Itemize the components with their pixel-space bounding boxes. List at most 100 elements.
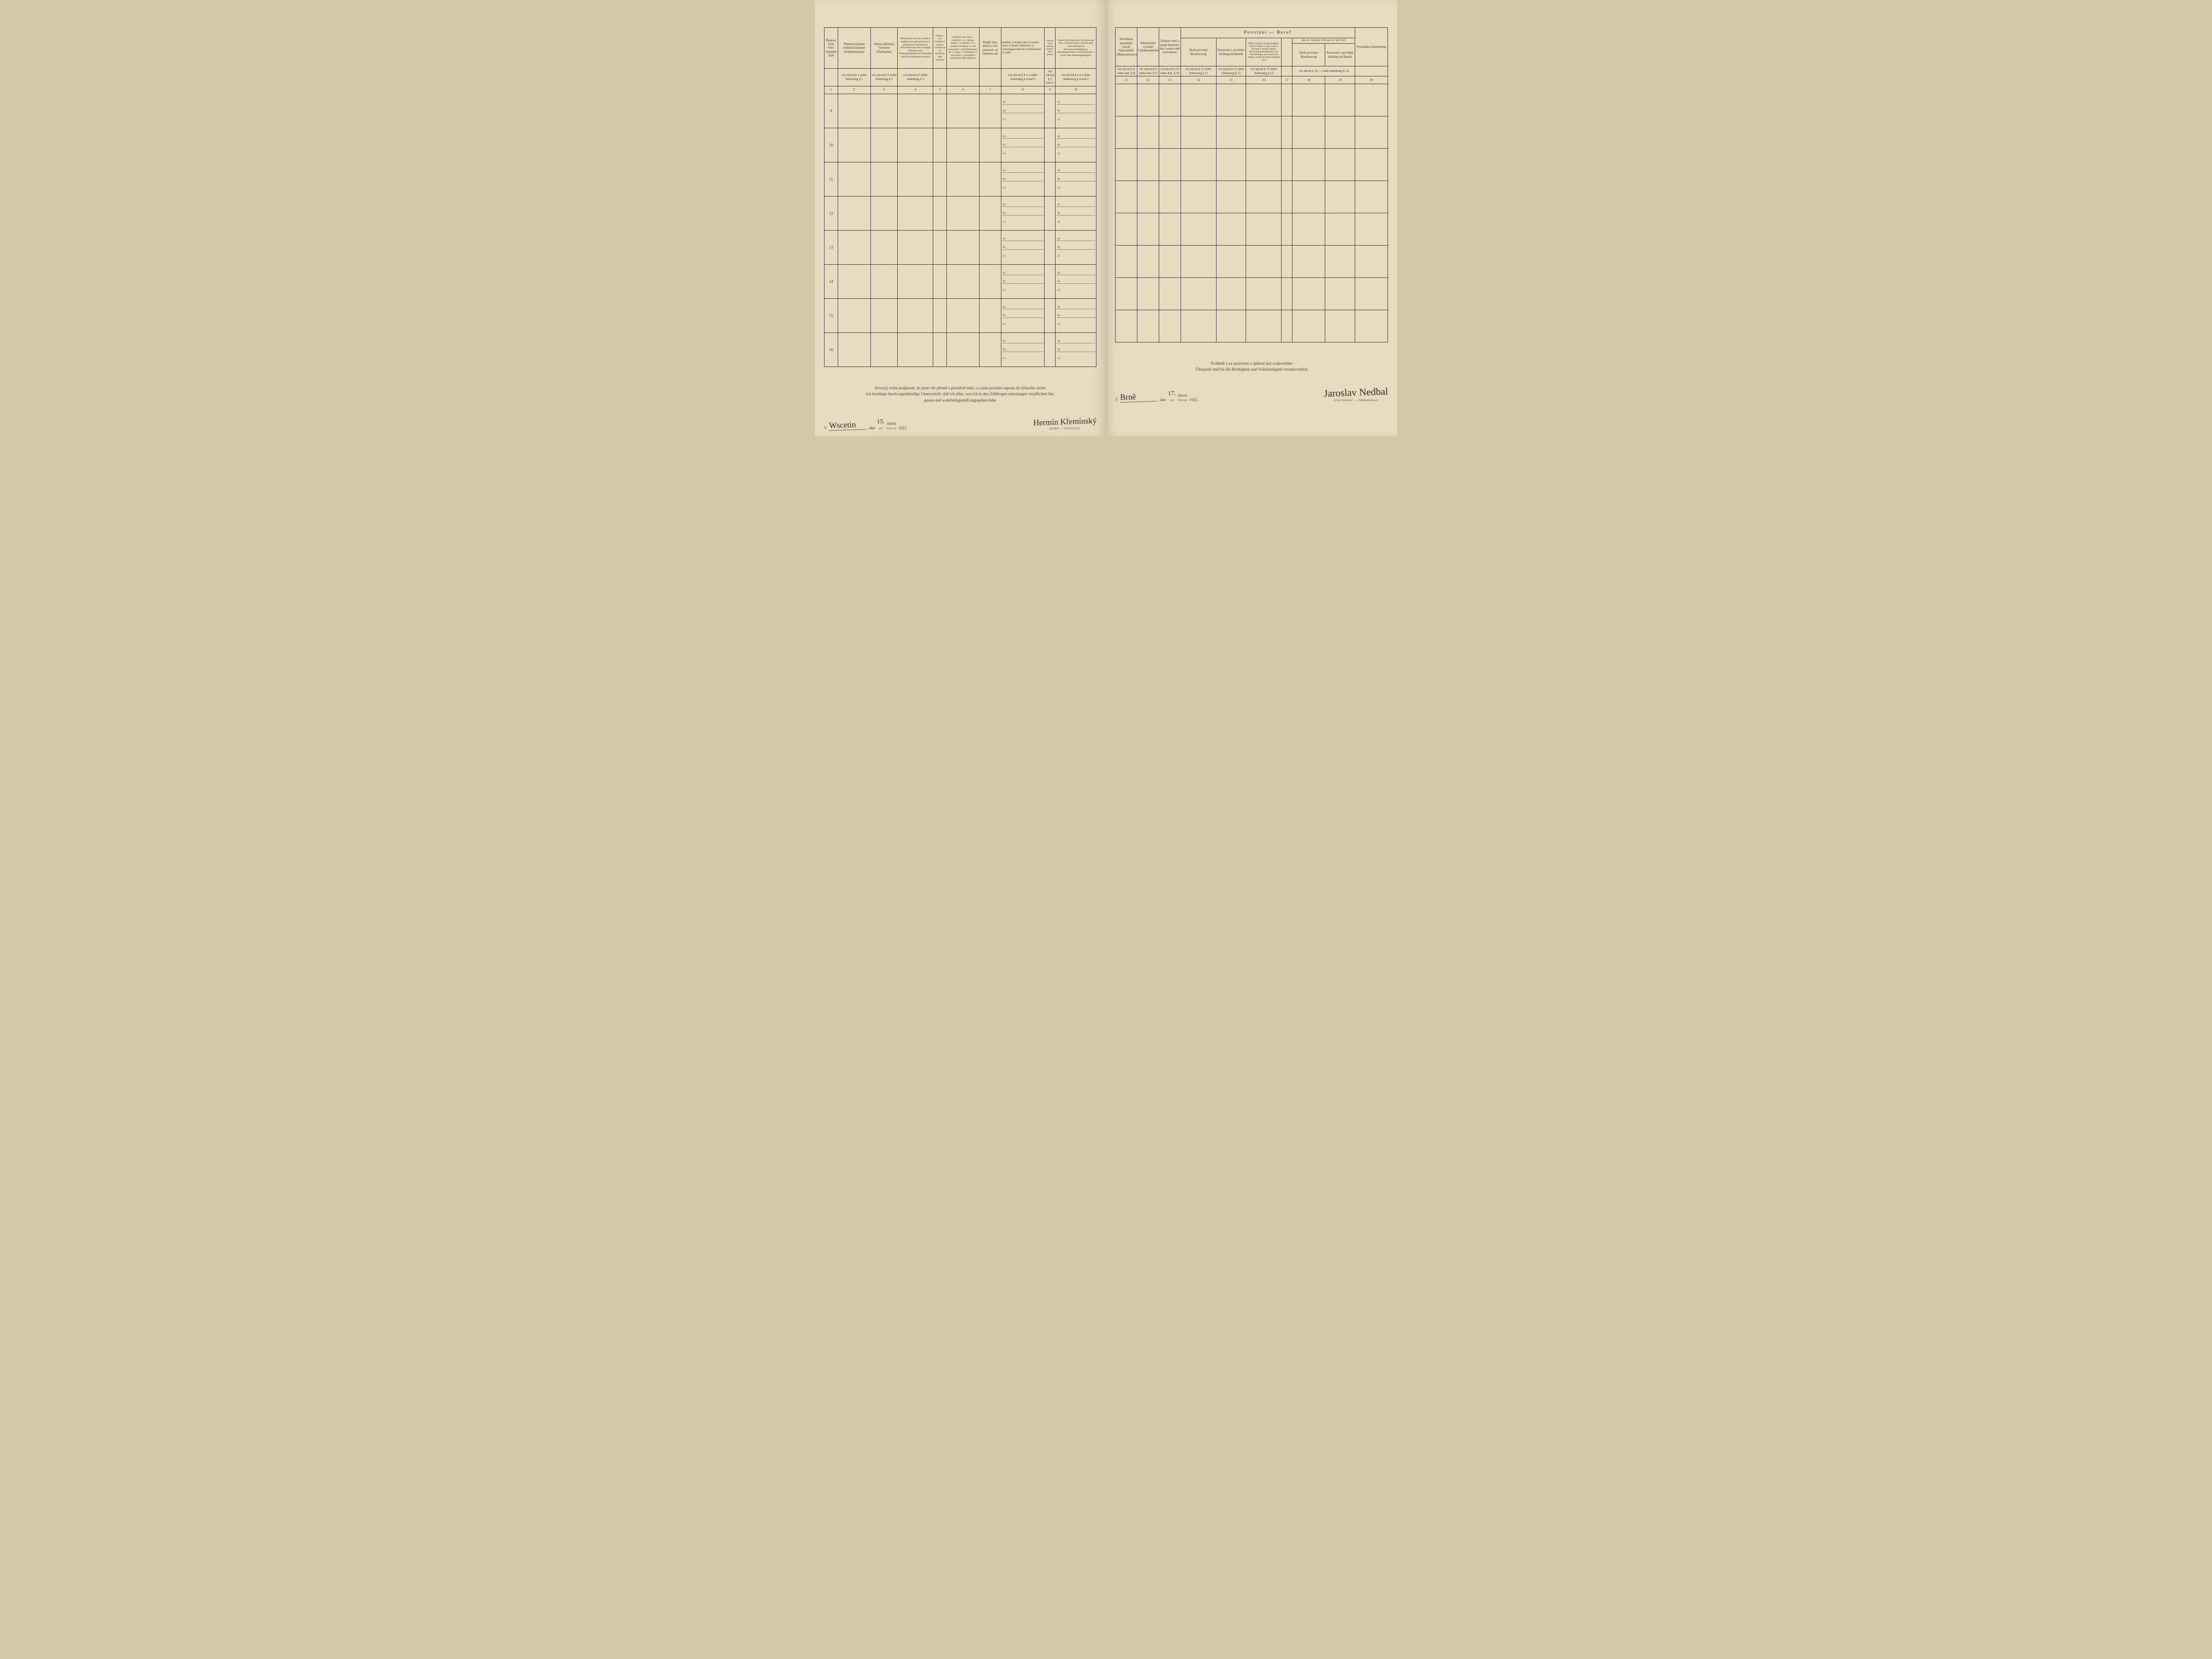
subref-c4: viz návod § 3 siehe Anleitung § 3: [898, 69, 933, 86]
cell: [1355, 84, 1388, 116]
abc-cell: a)b)c): [1056, 298, 1096, 332]
header-c5: Pohlaví, zda mužské či ženské Geschlecht…: [933, 28, 947, 69]
cell: [1292, 181, 1325, 213]
cell: [1045, 162, 1056, 196]
cell: [1159, 116, 1181, 148]
document-spread: Řadové číslo Fort-laufende Zahl Příjmení…: [815, 0, 1397, 437]
cell: [838, 128, 870, 162]
cell: [898, 264, 933, 298]
cell: [1325, 181, 1355, 213]
left-signature-line: V Wscetin , dne 15. am února Februar 192…: [824, 417, 1096, 430]
cell: [947, 298, 980, 332]
cell: [1292, 310, 1325, 342]
sig-day-r: 17.: [1168, 390, 1176, 397]
cell: [947, 230, 980, 264]
sig-place-handwritten: Wscetin: [829, 420, 865, 431]
cell: [838, 332, 870, 367]
header-c15: Postavení v povolání Stellung im Berufe: [1216, 38, 1246, 66]
abc-cell: a)b)c): [1001, 196, 1045, 230]
cell: [979, 128, 1001, 162]
row-number: 11: [824, 162, 838, 196]
colnum: 13: [1159, 76, 1181, 84]
cell: [1137, 213, 1159, 245]
cell: [1116, 148, 1137, 181]
cell: [1355, 245, 1388, 277]
colnum: 17: [1282, 76, 1292, 84]
cell: [1292, 84, 1325, 116]
colnum: 14: [1181, 76, 1216, 84]
cell: [1116, 310, 1137, 342]
cell: [870, 196, 898, 230]
abc-cell: a)b)c): [1001, 332, 1045, 367]
abc-cell: a)b)c): [1056, 264, 1096, 298]
cell: [1045, 230, 1056, 264]
abc-cell: a)b)c): [1056, 196, 1096, 230]
footer-cz-r: Prohlédl a za správnost a úplnost jest z…: [1115, 361, 1388, 367]
cell: [933, 332, 947, 367]
cell: [898, 332, 933, 367]
cell: [1216, 181, 1246, 213]
abc-cell: a)b)c): [1001, 230, 1045, 264]
cell: [1246, 148, 1282, 181]
cell: [1246, 84, 1282, 116]
cell: [1282, 84, 1292, 116]
cell: [1282, 148, 1292, 181]
cell: [1181, 277, 1216, 310]
abc-cell: a)b)c): [1056, 128, 1096, 162]
abc-cell: a)b)c): [1001, 298, 1045, 332]
cell: [1282, 116, 1292, 148]
sig-dne-r: , dne: [1158, 397, 1166, 402]
colnum: 8: [1001, 86, 1045, 94]
cell: [1246, 116, 1282, 148]
colnum: 10: [1056, 86, 1096, 94]
cell: [979, 162, 1001, 196]
cell: [870, 128, 898, 162]
cell: [1292, 148, 1325, 181]
cell: [1246, 213, 1282, 245]
footer-de-r: Überprüft und für die Richtigkeit und Vo…: [1115, 367, 1388, 373]
cell: [1216, 310, 1246, 342]
cell: [1246, 181, 1282, 213]
header-c11: Národnost (mateřský jazyk) Nationalität …: [1116, 28, 1137, 66]
cell: [1355, 310, 1388, 342]
cell: [1292, 213, 1325, 245]
cell: [1045, 128, 1056, 162]
table-row: [1116, 310, 1388, 342]
row-number: 14: [824, 264, 838, 298]
cell: [870, 298, 898, 332]
cell: [1045, 298, 1056, 332]
sig-month-cz-r: února: [1178, 393, 1187, 397]
table-row: 14a)b)c)a)b)c): [824, 264, 1096, 298]
colnum: 18: [1292, 76, 1325, 84]
table-row: [1116, 213, 1388, 245]
right-signature: Jaroslav Nedbal: [1323, 386, 1388, 400]
cell: [1216, 213, 1246, 245]
table-row: [1116, 148, 1388, 181]
cell: [1282, 181, 1292, 213]
table-row: 12a)b)c)a)b)c): [824, 196, 1096, 230]
cell: [1355, 277, 1388, 310]
footer-de1: Ich bestätige durch eigenhändige Untersc…: [824, 391, 1096, 397]
cell: [947, 264, 980, 298]
subref-c8: viz návod § 4 a 5 siehe Anleitung § 4 un…: [1001, 69, 1045, 86]
cell: [1292, 277, 1325, 310]
cell: [1159, 84, 1181, 116]
header-c16: Bližší označení závodu (podniku, ústavu,…: [1246, 38, 1282, 66]
subref-c15: viz návod § 12 siehe Anleitung § 12: [1216, 66, 1246, 76]
cell: [1181, 84, 1216, 116]
cell: [1325, 148, 1355, 181]
cell: [933, 264, 947, 298]
colnum: 15: [1216, 76, 1246, 84]
cell: [1137, 310, 1159, 342]
cell: [1216, 116, 1246, 148]
cell: [1137, 84, 1159, 116]
cell: [870, 162, 898, 196]
subref-c12: viz návod § 9 siehe Anl. § 9: [1137, 66, 1159, 76]
sig-am-r: am: [1170, 398, 1174, 402]
sig-v: V: [824, 426, 827, 430]
cell: [1116, 116, 1137, 148]
left-signature: Hermín Křemínský: [1033, 416, 1096, 428]
abc-cell: a)b)c): [1001, 94, 1045, 128]
table-row: 11a)b)c)a)b)c): [824, 162, 1096, 196]
table-row: 10a)b)c)a)b)c): [824, 128, 1096, 162]
